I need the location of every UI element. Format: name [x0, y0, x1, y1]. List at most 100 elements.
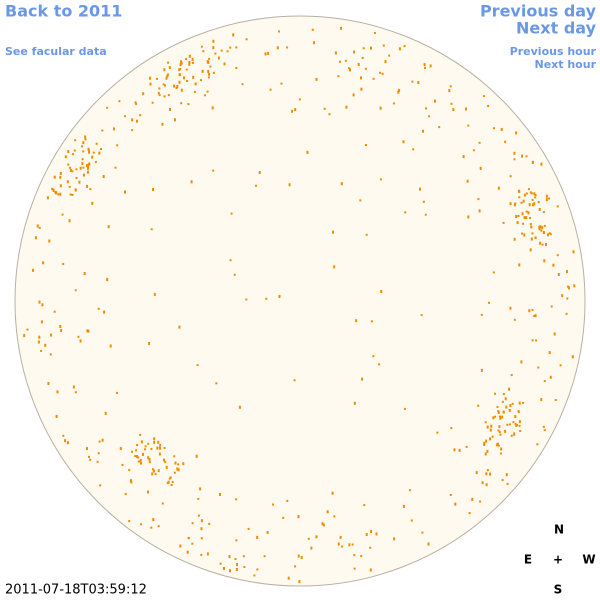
facula	[137, 460, 140, 463]
facula	[180, 88, 183, 92]
facula	[420, 314, 423, 317]
facula	[471, 497, 474, 501]
facula	[154, 473, 157, 476]
facula	[89, 458, 92, 461]
facula	[245, 38, 248, 41]
facula	[331, 491, 334, 495]
facula	[572, 250, 575, 254]
facula	[159, 443, 162, 446]
facula	[523, 216, 526, 220]
facula	[520, 201, 523, 204]
facula	[427, 542, 430, 546]
compass-east: E	[524, 553, 532, 567]
facula	[195, 454, 198, 458]
facula	[97, 307, 100, 310]
facula	[553, 332, 556, 336]
next-day-link[interactable]: Next day	[516, 19, 597, 38]
facula	[148, 342, 151, 345]
facula	[96, 460, 99, 463]
facula	[534, 194, 537, 197]
facula	[525, 155, 528, 158]
previous-hour-link[interactable]: Previous hour	[510, 45, 597, 58]
facula	[142, 452, 144, 456]
facula	[163, 459, 166, 462]
facula	[453, 448, 456, 452]
facula	[179, 63, 182, 67]
facula	[483, 443, 486, 446]
facula	[152, 188, 154, 191]
facula	[233, 273, 236, 276]
facula	[422, 200, 425, 203]
facula	[128, 469, 131, 472]
facula	[171, 480, 174, 483]
facula	[148, 457, 151, 461]
facula	[370, 530, 373, 533]
facula	[215, 382, 218, 385]
facula	[534, 314, 537, 318]
facula	[82, 166, 85, 169]
facula	[264, 52, 267, 56]
facula	[286, 499, 289, 502]
facula	[478, 209, 481, 213]
facula	[212, 169, 215, 172]
facula	[339, 535, 342, 539]
facula	[529, 217, 532, 219]
facula	[139, 459, 142, 462]
back-link[interactable]: Back to 2011	[5, 2, 122, 21]
facula	[322, 523, 325, 527]
facula	[545, 198, 548, 202]
facula	[508, 408, 511, 412]
facula	[323, 107, 326, 110]
facula	[34, 236, 37, 240]
facula	[91, 155, 94, 159]
facula	[156, 77, 158, 80]
facula	[353, 50, 356, 54]
facula	[449, 85, 452, 88]
facula	[101, 129, 104, 132]
facula	[561, 294, 564, 298]
facula	[519, 430, 522, 432]
previous-day-link[interactable]: Previous day	[480, 2, 597, 21]
facula	[516, 221, 519, 225]
facula	[206, 90, 209, 93]
facula	[151, 472, 154, 476]
facula	[191, 522, 194, 525]
facula	[496, 405, 499, 408]
facula	[113, 127, 115, 131]
facular-link[interactable]: See facular data	[5, 45, 107, 58]
facula	[162, 83, 165, 86]
next-hour-link[interactable]: Next hour	[535, 58, 597, 71]
facula	[393, 537, 396, 541]
facula	[235, 539, 238, 542]
facula	[518, 401, 521, 405]
facula	[265, 297, 268, 300]
facula	[294, 108, 297, 112]
facula	[509, 175, 512, 178]
facula	[533, 192, 536, 196]
facula	[424, 213, 427, 216]
facula	[475, 471, 478, 475]
facula	[423, 63, 426, 67]
facula	[148, 461, 151, 464]
facula	[484, 452, 487, 456]
facula	[212, 71, 215, 74]
facula	[150, 228, 153, 231]
facula	[528, 203, 531, 207]
facula	[483, 441, 486, 445]
facula	[153, 437, 156, 441]
facula	[32, 268, 34, 272]
facula	[150, 526, 153, 529]
facula	[481, 481, 484, 485]
facula	[557, 273, 560, 276]
facula	[485, 439, 488, 443]
facula	[313, 41, 315, 45]
facula	[492, 416, 495, 420]
facula	[163, 68, 166, 72]
faculae	[23, 26, 576, 584]
facula	[83, 272, 86, 275]
facula	[165, 465, 168, 469]
facula	[328, 113, 331, 116]
facula	[485, 472, 488, 476]
facula	[192, 75, 195, 79]
facula	[348, 67, 351, 70]
